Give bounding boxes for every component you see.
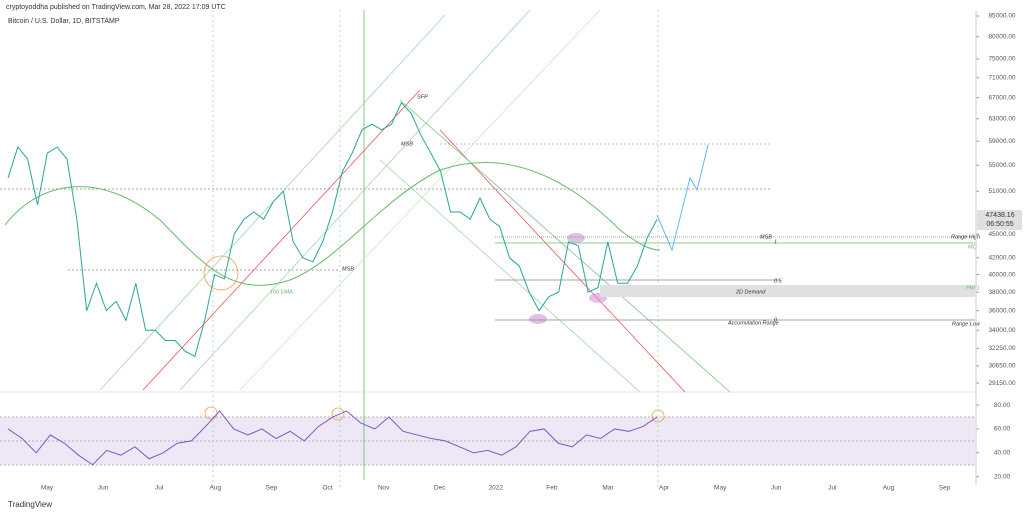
annotation: MO	[968, 244, 978, 250]
y-tick-label: 45000.00	[988, 231, 1015, 238]
x-tick-label: Jun	[771, 485, 782, 492]
y-tick-label: 67000.00	[988, 94, 1015, 101]
x-tick-label: Jul	[828, 485, 837, 492]
x-tick-label: Oct	[322, 485, 332, 492]
y-tick-label: 59000.00	[988, 138, 1015, 145]
y-tick-label: 71000.00	[988, 74, 1015, 81]
x-tick-label: Dec	[434, 485, 446, 492]
x-tick-label: Jun	[98, 485, 109, 492]
y-tick-label: 85000.00	[988, 13, 1015, 20]
y-tick-label: 38000.00	[988, 289, 1015, 296]
chart-title: Bitcoin / U.S. Dollar, 1D, BITSTAMP	[8, 18, 120, 25]
y-tick-label: 30650.00	[988, 363, 1015, 370]
x-tick-label: Aug	[883, 485, 895, 492]
price-label: 47438.16	[985, 212, 1014, 219]
x-tick-label: Nov	[378, 485, 390, 492]
annotation: 1	[774, 239, 777, 245]
y-tick-label: 40000.00	[988, 271, 1015, 278]
drawings	[0, 9, 975, 490]
price-line	[7, 101, 658, 358]
x-tick-label: Mar	[602, 485, 614, 492]
y-tick-label: 60.00	[994, 426, 1011, 433]
annotation: MSB	[760, 234, 772, 240]
y-tick-label: 42000.00	[988, 255, 1015, 262]
header: cryptoyoddha published on TradingView.co…	[6, 4, 226, 11]
y-tick-label: 34000.00	[988, 327, 1015, 334]
annotation: 0	[774, 317, 778, 323]
annotation: MSB	[342, 266, 354, 272]
y-tick-label: 20.00	[994, 473, 1011, 480]
annotation: 0.5	[774, 278, 783, 284]
footer: TradingView	[8, 500, 52, 509]
annotation: SFP	[417, 94, 428, 100]
annotation: 2D Demand	[735, 289, 766, 295]
y-tick-label: 80.00	[994, 402, 1011, 409]
y-tick-label: 55000.00	[988, 162, 1015, 169]
annotation: PWO	[966, 285, 980, 291]
x-tick-label: May	[41, 485, 54, 492]
y-tick-label: 36000.00	[988, 307, 1015, 314]
y-tick-label: 29150.00	[988, 380, 1015, 387]
y-tick-label: 63000.00	[988, 115, 1015, 122]
price-tag	[977, 210, 1022, 231]
annotation: Range High	[951, 234, 980, 240]
y-tick-label: 40.00	[994, 450, 1011, 457]
x-tick-label: May	[714, 485, 727, 492]
price-line	[7, 410, 658, 466]
y-tick-label: 80000.00	[988, 34, 1015, 41]
countdown: 06:50:55	[986, 221, 1013, 228]
annotation: Accumulation Range	[727, 320, 779, 326]
annotation: 100 DMA	[270, 289, 293, 295]
y-tick-label: 75000.00	[988, 56, 1015, 63]
x-tick-label: Sep	[266, 485, 278, 492]
x-tick-label: Apr	[659, 485, 670, 492]
x-tick-label: 2022	[489, 485, 504, 492]
y-tick-label: 51000.00	[988, 188, 1015, 195]
y-tick-label: 32250.00	[988, 345, 1015, 352]
x-tick-label: Jul	[155, 485, 164, 492]
annotation: Range Low	[952, 321, 981, 327]
x-tick-label: Feb	[546, 485, 558, 492]
x-tick-label: Aug	[210, 485, 222, 492]
annotation: MSB	[401, 141, 413, 147]
x-tick-label: Sep	[939, 485, 951, 492]
